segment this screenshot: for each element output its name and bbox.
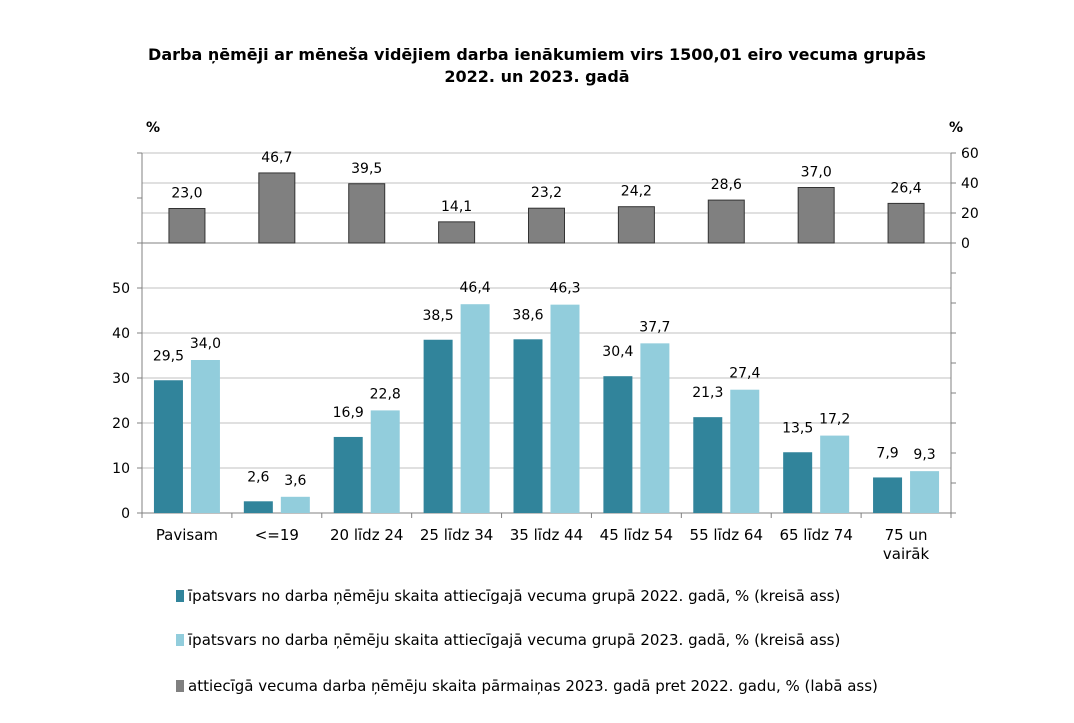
bar-2023 — [190, 360, 220, 513]
data-label-2022: 38,5 — [423, 308, 454, 324]
y-right-unit-label: % — [949, 120, 963, 136]
data-label-change: 37,0 — [801, 165, 832, 181]
y-left-unit-label: % — [146, 120, 160, 136]
data-label-2023: 3,6 — [284, 473, 306, 489]
bar-2022 — [243, 501, 273, 513]
legend-label-change: attiecīgā vecuma darba ņēmēju skaita pār… — [188, 677, 878, 695]
data-label-2022: 38,6 — [512, 307, 543, 323]
bar-2022 — [513, 339, 543, 513]
data-label-2022: 2,6 — [247, 469, 269, 485]
chart-title: Darba ņēmēji ar mēneša vidējiem darba ie… — [0, 44, 1074, 88]
data-label-2022: 13,5 — [782, 420, 813, 436]
y-right-tick-label: 60 — [961, 146, 979, 162]
legend-item-2023: īpatsvars no darba ņēmēju skaita attiecī… — [176, 631, 840, 649]
x-tick-label: 35 līdz 44 — [510, 526, 583, 544]
bar-change — [617, 206, 655, 244]
data-label-change: 26,4 — [890, 180, 921, 196]
bar-2022 — [153, 380, 183, 513]
chart-title-line1: Darba ņēmēji ar mēneša vidējiem darba ie… — [148, 45, 926, 64]
y-right-tick-label: 40 — [961, 176, 979, 192]
x-tick-label: Pavisam — [156, 526, 218, 544]
data-label-change: 23,2 — [531, 185, 562, 201]
bar-change — [707, 199, 745, 244]
bar-2023 — [550, 304, 580, 513]
bar-2023 — [820, 435, 850, 513]
data-label-change: 46,7 — [261, 150, 292, 166]
data-label-2022: 30,4 — [602, 344, 633, 360]
y-left-tick-label: 50 — [112, 281, 130, 297]
data-label-2023: 46,4 — [460, 280, 491, 296]
bar-2023 — [910, 471, 940, 513]
y-left-tick-label: 0 — [121, 506, 130, 522]
data-label-2023: 46,3 — [549, 281, 580, 297]
y-left-tick-label: 30 — [112, 371, 130, 387]
bar-change — [797, 187, 835, 244]
x-tick-label: 55 līdz 64 — [690, 526, 763, 544]
legend-item-2022: īpatsvars no darba ņēmēju skaita attiecī… — [176, 587, 840, 605]
x-tick-label: vairāk — [883, 545, 930, 563]
data-label-change: 23,0 — [171, 186, 202, 202]
bar-change — [258, 172, 296, 244]
bar-2023 — [370, 410, 400, 513]
data-label-2022: 21,3 — [692, 385, 723, 401]
data-label-2023: 34,0 — [190, 336, 221, 352]
bar-2022 — [603, 376, 633, 513]
chart: 0 10 20 30 40 50% 0 20 40 60% Pavisam <=19 20 līdz 2… — [112, 120, 979, 563]
x-tick-label: 20 līdz 24 — [330, 526, 403, 544]
data-label-change: 14,1 — [441, 199, 472, 215]
legend-label-2023: īpatsvars no darba ņēmēju skaita attiecī… — [188, 631, 841, 649]
bar-2022 — [873, 477, 903, 513]
data-label-2023: 37,7 — [639, 319, 670, 335]
y-right-tick-label: 0 — [961, 236, 970, 252]
bar-2022 — [333, 436, 363, 513]
y-left-tick-label: 20 — [112, 416, 130, 432]
bar-2022 — [423, 339, 453, 513]
bar-2023 — [280, 496, 310, 513]
data-label-2023: 17,2 — [819, 412, 850, 428]
legend-item-change: attiecīgā vecuma darba ņēmēju skaita pār… — [176, 677, 878, 695]
bar-2023 — [640, 343, 670, 513]
legend-swatch-2023 — [176, 634, 184, 646]
data-label-change: 39,5 — [351, 161, 382, 177]
data-label-2023: 22,8 — [370, 386, 401, 402]
x-tick-label: <=19 — [255, 526, 299, 544]
legend-swatch-2022 — [176, 590, 184, 602]
data-label-2022: 7,9 — [876, 445, 898, 461]
x-tick-label: 65 līdz 74 — [779, 526, 852, 544]
legend-swatch-change — [176, 680, 184, 692]
data-label-2023: 27,4 — [729, 366, 760, 382]
data-label-2022: 29,5 — [153, 348, 184, 364]
bar-change — [168, 208, 206, 244]
data-label-2022: 16,9 — [333, 405, 364, 421]
data-label-2023: 9,3 — [913, 447, 935, 463]
bar-2022 — [693, 417, 723, 513]
data-label-change: 24,2 — [621, 184, 652, 200]
data-label-change: 28,6 — [711, 177, 742, 193]
bar-2023 — [730, 389, 760, 513]
chart-title-line2: 2022. un 2023. gadā — [444, 67, 630, 86]
bar-2023 — [460, 304, 490, 513]
bar-change — [528, 207, 565, 244]
bar-change — [887, 202, 925, 244]
bar-change — [438, 221, 476, 244]
bar-change — [348, 183, 386, 244]
y-left-tick-label: 10 — [112, 461, 130, 477]
x-tick-label: 25 līdz 34 — [420, 526, 493, 544]
bar-2022 — [783, 452, 813, 513]
x-tick-label: 45 līdz 54 — [600, 526, 673, 544]
legend-label-2022: īpatsvars no darba ņēmēju skaita attiecī… — [188, 587, 841, 605]
x-tick-label: 75 un — [885, 526, 928, 544]
y-right-tick-label: 20 — [961, 206, 979, 222]
y-left-tick-label: 40 — [112, 326, 130, 342]
